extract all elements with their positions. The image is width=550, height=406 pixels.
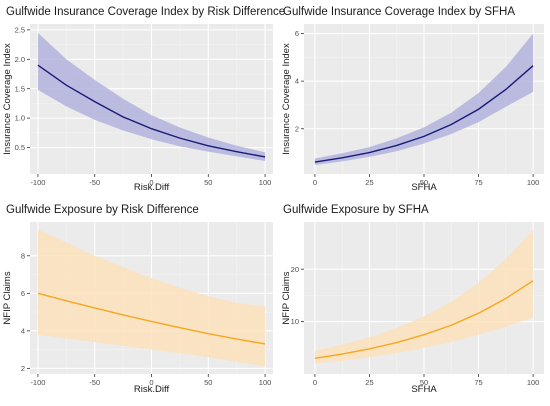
chart-panel-4: Gulfwide Exposure by SFHA 0 25 50 75 100 10 20 S… (281, 204, 544, 395)
x-tick-label: 50 (204, 378, 212, 387)
x-tick-label: 100 (527, 178, 540, 187)
fitted-line (37, 64, 266, 158)
fitted-line (37, 292, 266, 345)
chart-title: Gulfwide Exposure by SFHA (283, 204, 429, 216)
x-tick-label: -50 (89, 178, 100, 187)
x-tick-label: 25 (365, 378, 373, 387)
y-tick-label: 4 (295, 77, 299, 86)
x-tick-label: 100 (527, 378, 540, 387)
y-axis-label: NFIP Claims (2, 271, 13, 324)
x-tick-label: -50 (89, 378, 100, 387)
y-axis-label: Insurance Coverage Index (2, 43, 13, 155)
y-tick-label: 6 (21, 289, 25, 298)
x-tick-label: -100 (30, 178, 45, 187)
y-tick-label: 20 (291, 265, 299, 274)
x-tick-label: 100 (259, 378, 272, 387)
confidence-band (314, 33, 534, 165)
x-axis-label: SFHA (411, 384, 437, 395)
x-tick-label: 50 (420, 378, 428, 387)
y-tick-label: 2.0 (15, 55, 25, 64)
x-tick-label: -100 (30, 378, 45, 387)
x-tick-label: 100 (259, 178, 272, 187)
y-axis-label: NFIP Claims (281, 271, 292, 324)
x-tick-label: 75 (474, 378, 482, 387)
y-tick-label: 2.5 (15, 25, 25, 34)
x-axis-label: Risk.Diff (134, 182, 170, 193)
fitted-line (314, 280, 534, 359)
chart-panel-3: Gulfwide Exposure by Risk Difference -100… (2, 204, 273, 395)
y-tick-label: 1.5 (15, 84, 25, 93)
y-axis-label: Insurance Coverage Index (281, 43, 292, 155)
x-tick-label: 75 (474, 178, 482, 187)
confidence-band (314, 229, 534, 364)
x-axis-label: SFHA (411, 182, 437, 193)
x-tick-label: 0 (313, 378, 317, 387)
x-tick-label: 0 (149, 378, 153, 387)
y-tick-label: 1.0 (15, 114, 25, 123)
chart-title: Gulfwide Insurance Coverage Index by Ris… (6, 6, 285, 18)
y-tick-label: 4 (21, 326, 25, 335)
x-tick-label: 50 (420, 178, 428, 187)
y-tick-label: 2 (21, 364, 25, 373)
fitted-line (314, 65, 534, 163)
y-tick-label: 6 (295, 29, 299, 38)
chart-panel-1: Gulfwide Insurance Coverage Index by Ris… (2, 6, 285, 193)
x-tick-label: 0 (149, 178, 153, 187)
chart-title: Gulfwide Exposure by Risk Difference (6, 204, 199, 216)
y-tick-label: 8 (21, 251, 25, 260)
x-axis-label: Risk.Diff (134, 384, 170, 395)
confidence-band (37, 229, 266, 367)
chart-panel-2: Gulfwide Insurance Coverage Index by SFH… (281, 6, 544, 193)
y-tick-label: 2 (295, 124, 299, 133)
y-tick-label: 10 (291, 317, 299, 326)
chart-title: Gulfwide Insurance Coverage Index by SFH… (283, 6, 515, 18)
x-tick-label: 25 (365, 178, 373, 187)
x-tick-label: 50 (204, 178, 212, 187)
y-tick-label: 0.5 (15, 143, 25, 152)
confidence-band (37, 32, 266, 162)
x-tick-label: 0 (313, 178, 317, 187)
